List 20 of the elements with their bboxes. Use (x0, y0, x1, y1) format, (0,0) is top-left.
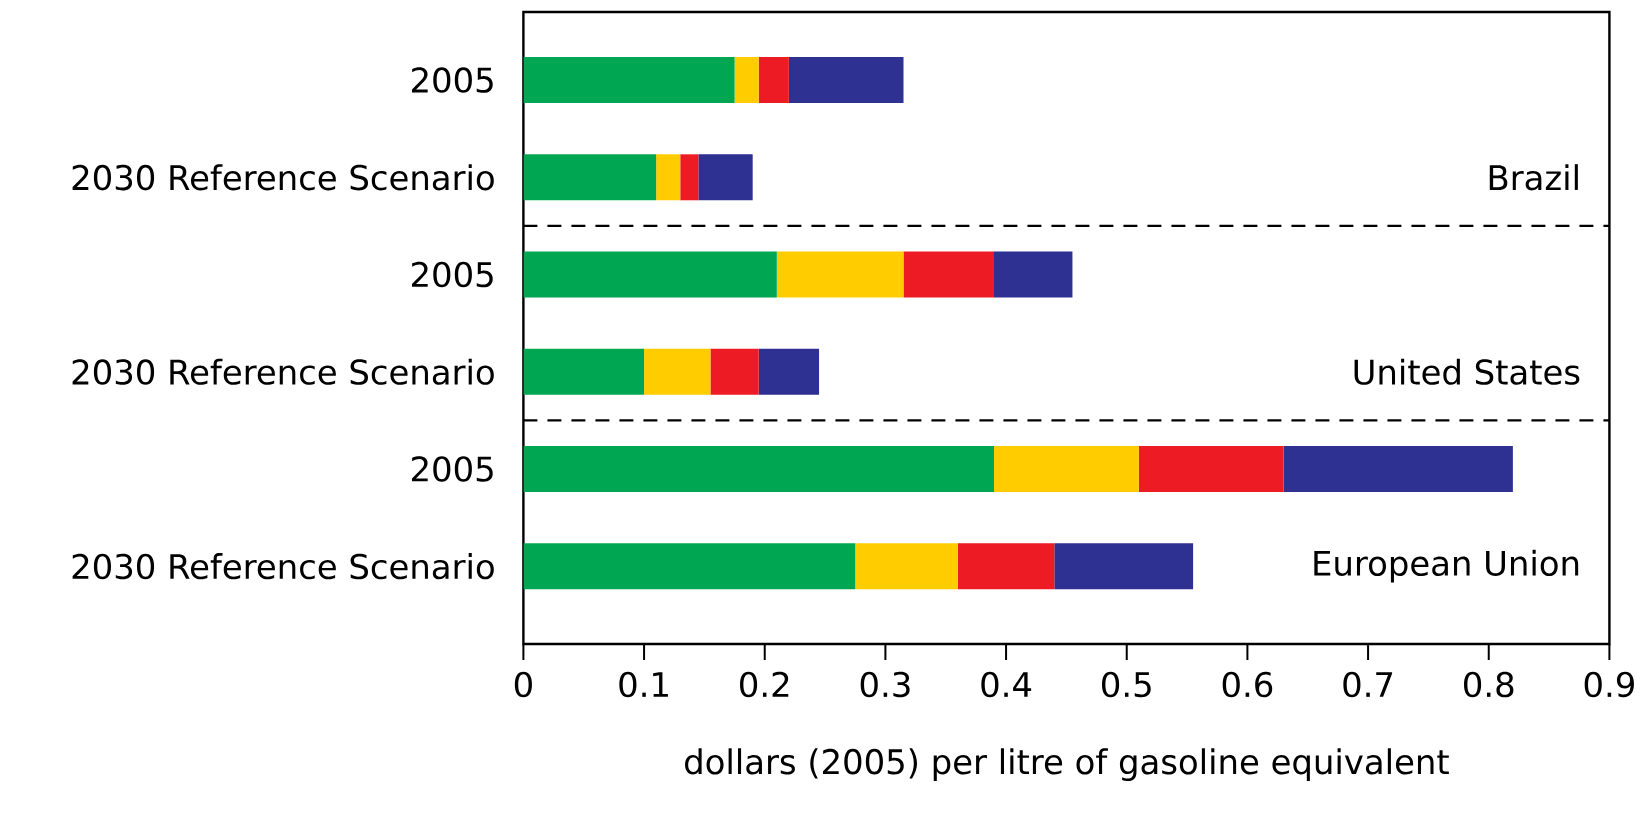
y-tick-label: 2005 (411, 261, 493, 288)
x-tick-label: 0.7 (1343, 671, 1393, 698)
x-tick-label: 0.2 (740, 671, 789, 698)
y-tick-label: 2005 (411, 456, 493, 482)
x-tick-label: 0.9 (1584, 671, 1634, 698)
x-tick-label: 0.4 (981, 671, 1032, 698)
x-axis-title: dollars (2005) per litre of gasoline equivalent (685, 748, 1449, 782)
y-tick-label: 2030 Reference Scenario (72, 358, 494, 385)
x-tick-label: 0.6 (1222, 671, 1273, 698)
annotation: United States (1354, 358, 1580, 385)
x-tick-label: 0.1 (619, 671, 668, 698)
annotation: Brazil (1489, 164, 1578, 191)
y-tick-label: 2005 (411, 67, 493, 93)
x-tick-label: 0.8 (1464, 671, 1514, 698)
x-tick-label: 0.3 (860, 671, 910, 698)
x-tick-label: 0.5 (1102, 671, 1151, 698)
y-tick-label: 2030 Reference Scenario (72, 553, 494, 580)
x-tick-label: 0 (514, 671, 532, 698)
y-tick-label: 2030 Reference Scenario (72, 164, 494, 191)
annotation: European Union (1314, 549, 1579, 583)
